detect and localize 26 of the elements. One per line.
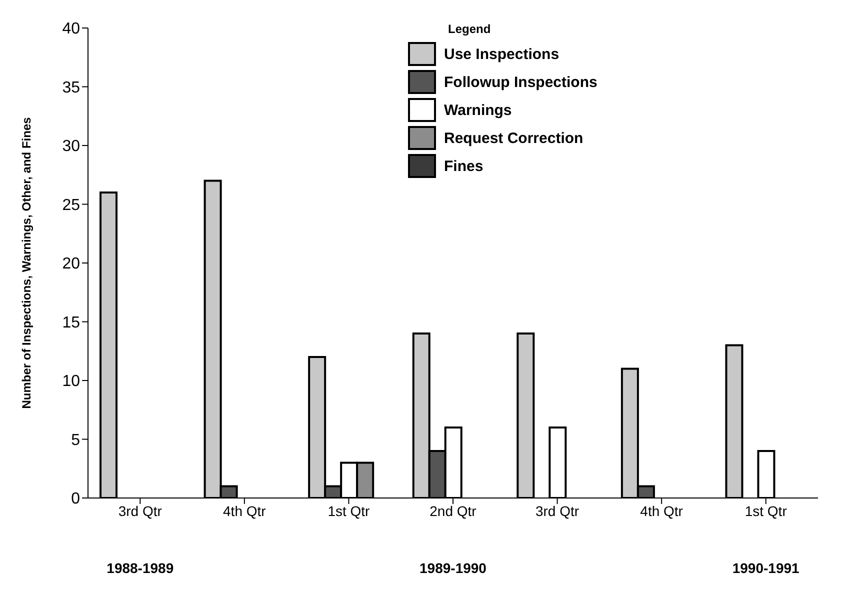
y-tick-label: 15 [62, 314, 80, 332]
y-tick-label: 0 [71, 490, 80, 508]
y-tick-label: 5 [71, 432, 80, 449]
x-tick-label: 2nd Qtr [430, 502, 477, 519]
legend-label: Use Inspections [444, 46, 560, 62]
x-tick-label: 4th Qtr [640, 502, 684, 519]
x-tick-label: 1st Qtr [328, 502, 370, 519]
text: 1990-1991 [731, 560, 800, 576]
legend-title: Legend [448, 22, 492, 36]
text: 1989-1990 [418, 560, 488, 576]
y-tick-label: 40 [62, 20, 80, 38]
x-tick-label: 3rd Qtr [118, 502, 162, 519]
y-tick-label: 25 [62, 196, 80, 214]
y-tick-label: 20 [62, 256, 80, 273]
text: 1988-1989 [106, 560, 175, 576]
y-axis-title: Number of Inspections, Warnings, Other, and Fines [19, 116, 34, 409]
x-tick-label: 1st Qtr [744, 502, 788, 519]
legend-label: Followup Inspections [444, 74, 598, 90]
y-tick-label: 35 [62, 79, 80, 96]
x-tick-label: 3rd Qtr [535, 502, 580, 519]
y-tick-label: 30 [62, 138, 80, 156]
legend-label: Request Correction [444, 130, 584, 146]
y-tick-label: 10 [62, 373, 80, 390]
legend-label: Fines [444, 158, 484, 174]
x-tick-label: 4th Qtr [223, 502, 266, 519]
legend-label: Warnings [444, 102, 512, 118]
